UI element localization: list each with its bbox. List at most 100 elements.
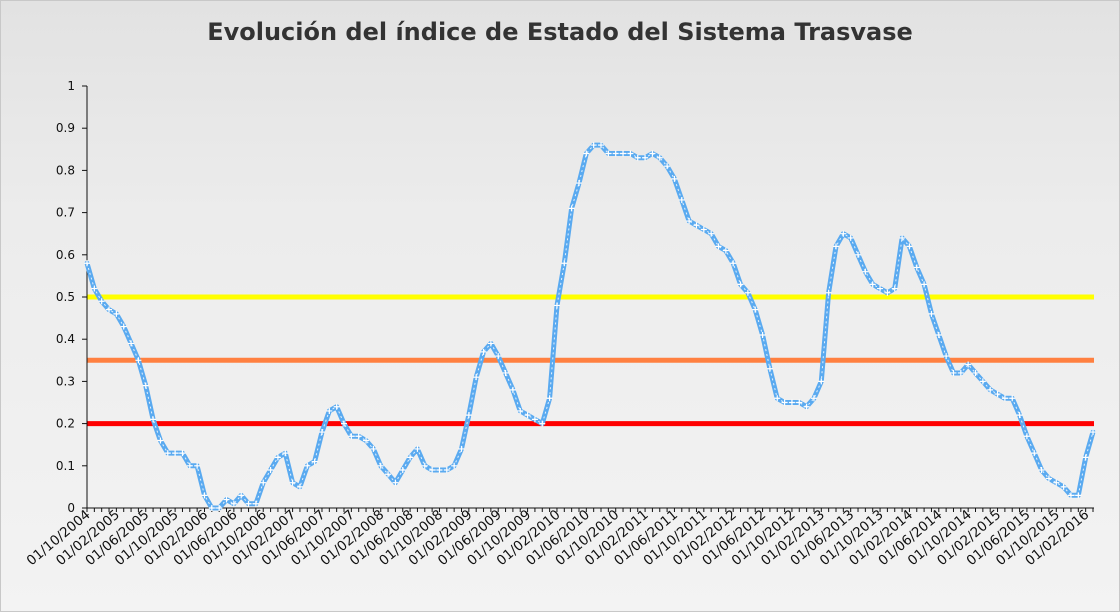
- data-point: [781, 399, 788, 406]
- data-point: [575, 180, 582, 187]
- y-tick-label: 0.3: [56, 374, 75, 388]
- data-point: [245, 500, 252, 507]
- data-point: [796, 399, 803, 406]
- data-point: [517, 407, 524, 414]
- data-point: [884, 289, 891, 296]
- data-point: [788, 399, 795, 406]
- data-point: [553, 302, 560, 309]
- data-point: [128, 340, 135, 347]
- data-point: [1031, 450, 1038, 457]
- data-point: [223, 496, 230, 503]
- data-point: [385, 471, 392, 478]
- data-point: [825, 289, 832, 296]
- data-point: [458, 445, 465, 452]
- data-point: [1075, 492, 1082, 499]
- data-point: [774, 395, 781, 402]
- data-point: [1082, 454, 1089, 461]
- data-point: [443, 467, 450, 474]
- data-point: [238, 492, 245, 499]
- data-point: [649, 150, 656, 157]
- data-point: [877, 285, 884, 292]
- data-point: [561, 260, 568, 267]
- data-point: [928, 310, 935, 317]
- data-point: [935, 331, 942, 338]
- data-point: [605, 150, 612, 157]
- data-point: [671, 175, 678, 182]
- data-point: [1023, 433, 1030, 440]
- data-point: [436, 467, 443, 474]
- data-point: [722, 247, 729, 254]
- data-point: [943, 353, 950, 360]
- data-point: [1001, 395, 1008, 402]
- data-point: [965, 361, 972, 368]
- data-point: [194, 462, 201, 469]
- data-point: [708, 230, 715, 237]
- data-point: [208, 505, 215, 511]
- data-point: [1090, 429, 1096, 436]
- data-point: [216, 505, 223, 511]
- data-point: [855, 251, 862, 258]
- y-tick-label: 0.8: [56, 163, 75, 177]
- data-point: [355, 433, 362, 440]
- data-point: [546, 395, 553, 402]
- data-point: [539, 420, 546, 427]
- y-tick-label: 0.2: [56, 417, 75, 431]
- data-point: [744, 289, 751, 296]
- data-point: [157, 437, 164, 444]
- data-point: [994, 391, 1001, 398]
- data-point: [1009, 395, 1016, 402]
- data-point: [392, 479, 399, 486]
- data-point: [840, 230, 847, 237]
- data-point: [1038, 467, 1045, 474]
- data-point: [1045, 475, 1052, 482]
- data-point: [818, 378, 825, 385]
- data-point: [583, 150, 590, 157]
- data-point: [487, 340, 494, 347]
- data-point: [91, 285, 98, 292]
- data-point: [766, 365, 773, 372]
- data-point: [502, 369, 509, 376]
- data-point: [509, 386, 516, 393]
- data-point: [1067, 492, 1074, 499]
- y-tick-label: 1: [67, 79, 75, 93]
- data-point: [730, 260, 737, 267]
- data-point: [370, 445, 377, 452]
- data-point: [274, 454, 281, 461]
- data-point: [634, 154, 641, 161]
- data-point: [642, 154, 649, 161]
- data-point: [333, 403, 340, 410]
- data-point: [531, 416, 538, 423]
- data-point: [715, 243, 722, 250]
- data-point: [568, 205, 575, 212]
- data-point: [921, 281, 928, 288]
- data-point: [1060, 483, 1067, 490]
- data-point: [311, 458, 318, 465]
- data-point: [164, 450, 171, 457]
- data-point: [627, 150, 634, 157]
- data-point: [480, 348, 487, 355]
- data-point: [832, 243, 839, 250]
- y-tick-label: 0.7: [56, 206, 75, 220]
- y-tick-label: 0.1: [56, 459, 75, 473]
- y-tick-label: 0.4: [56, 332, 75, 346]
- data-point: [429, 467, 436, 474]
- data-point: [693, 222, 700, 229]
- y-tick-label: 0.9: [56, 121, 75, 135]
- data-point: [700, 226, 707, 233]
- data-point: [98, 298, 105, 305]
- data-point: [686, 218, 693, 225]
- data-point: [296, 483, 303, 490]
- data-point: [304, 462, 311, 469]
- data-point: [179, 450, 186, 457]
- data-point: [252, 500, 259, 507]
- data-point: [1053, 479, 1060, 486]
- data-point: [135, 357, 142, 364]
- data-point: [664, 163, 671, 170]
- y-tick-label: 0.5: [56, 290, 75, 304]
- data-point: [862, 268, 869, 275]
- data-point: [282, 450, 289, 457]
- data-point: [399, 467, 406, 474]
- data-point: [142, 382, 149, 389]
